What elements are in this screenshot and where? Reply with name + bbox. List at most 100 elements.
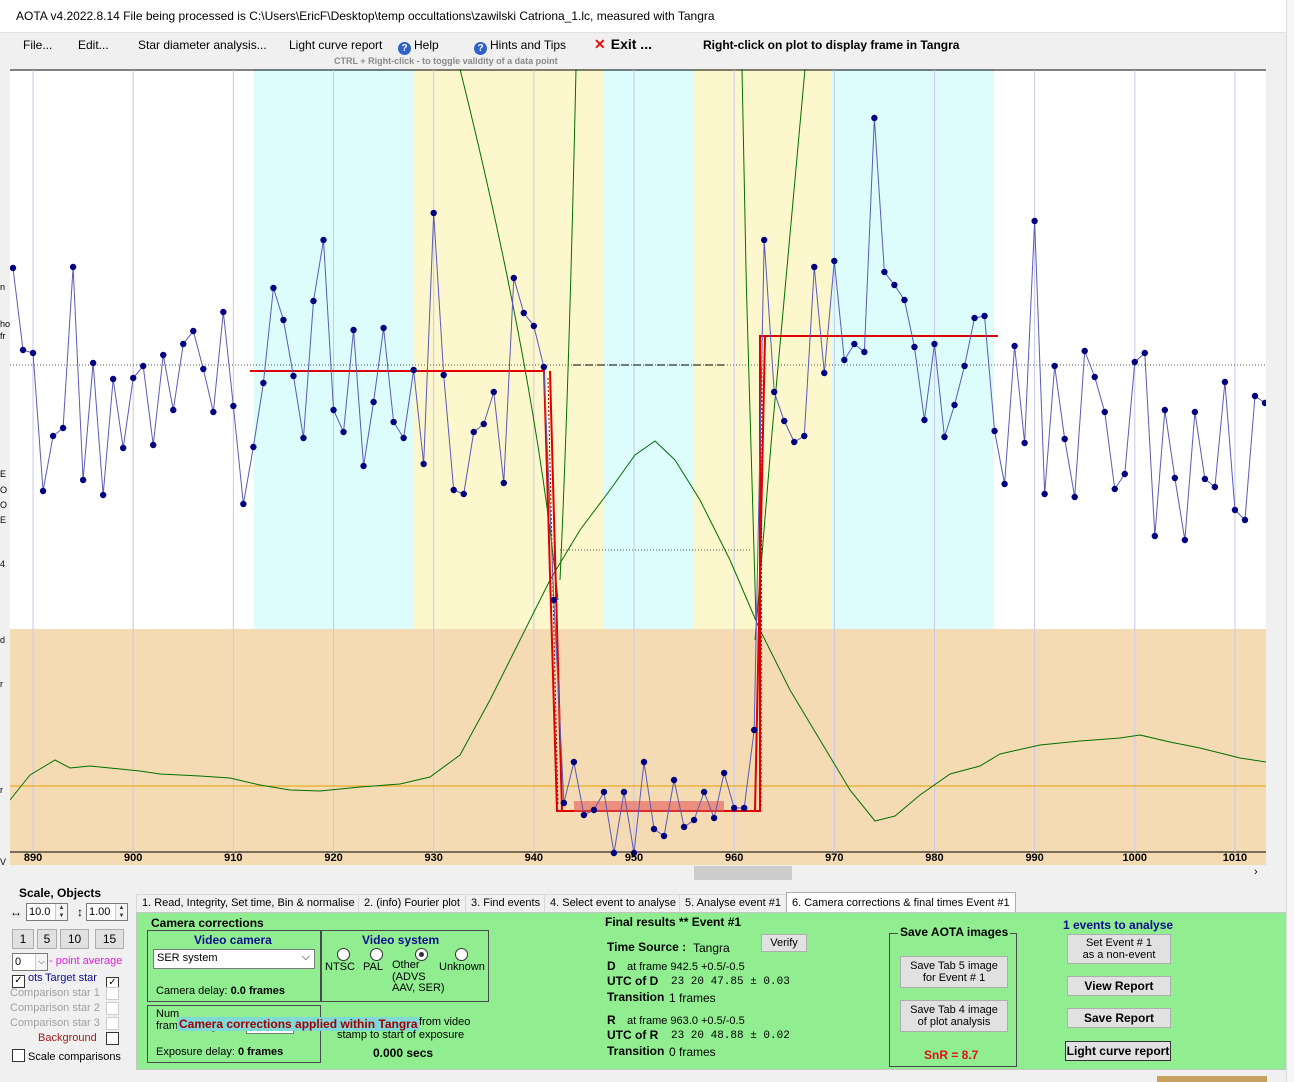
data-point[interactable] (140, 362, 147, 370)
menu-help[interactable]: ? Help (398, 38, 439, 55)
data-point[interactable] (610, 849, 618, 857)
data-point[interactable] (861, 348, 868, 356)
data-point[interactable] (39, 487, 47, 495)
data-point[interactable] (350, 326, 357, 334)
menu-file[interactable]: File... (23, 38, 53, 52)
data-point[interactable] (801, 432, 808, 440)
data-point[interactable] (1141, 349, 1149, 357)
scroll-thumb[interactable] (694, 866, 792, 880)
data-point[interactable] (831, 257, 838, 265)
chevron-down-icon[interactable]: ⌵ (301, 951, 310, 963)
data-point[interactable] (290, 372, 297, 380)
data-point[interactable] (380, 324, 387, 332)
data-point[interactable] (430, 209, 437, 217)
scale-button-1[interactable]: 1 (12, 929, 34, 949)
ntsc-radio[interactable] (337, 948, 350, 961)
data-point[interactable] (821, 369, 828, 377)
save-report-button[interactable]: Save Report (1067, 1008, 1171, 1028)
light-curve-plot[interactable]: 890 900 910 920 930 940 950 960 970 980 990 1000 101… (10, 69, 1266, 865)
menu-edit[interactable]: Edit... (78, 38, 109, 52)
data-point[interactable] (1171, 474, 1179, 482)
h-scale-input[interactable]: 10.0 ▲ ▼ (26, 903, 68, 921)
data-point[interactable] (180, 340, 187, 348)
data-point[interactable] (540, 363, 548, 371)
data-point[interactable] (1181, 536, 1189, 544)
data-point[interactable] (330, 406, 337, 414)
scale-button-5[interactable]: 5 (37, 929, 57, 949)
camera-select[interactable]: SER system ⌵ (153, 949, 315, 969)
data-point[interactable] (370, 398, 377, 406)
data-point[interactable] (951, 401, 958, 409)
data-point[interactable] (1041, 490, 1048, 498)
data-point[interactable] (310, 297, 317, 305)
data-point[interactable] (520, 309, 528, 317)
comparison-2-checkbox[interactable] (106, 1002, 119, 1015)
data-point[interactable] (160, 351, 167, 359)
tab-read-integrity[interactable]: 1. Read, Integrity, Set time, Bin & norm… (136, 894, 361, 912)
data-point[interactable] (129, 374, 137, 382)
h-scale-spin-icon[interactable]: ▲ ▼ (55, 904, 67, 920)
data-point[interactable] (1151, 532, 1159, 540)
data-point[interactable] (570, 758, 578, 766)
data-point[interactable] (781, 417, 788, 425)
menu-exit[interactable]: ✕ Exit ... (594, 36, 652, 53)
data-point[interactable] (630, 849, 638, 857)
data-point[interactable] (931, 340, 938, 348)
view-report-button[interactable]: View Report (1067, 976, 1171, 996)
data-point[interactable] (1071, 493, 1078, 501)
data-point[interactable] (240, 500, 247, 508)
data-point[interactable] (620, 788, 628, 796)
data-point[interactable] (771, 388, 778, 396)
data-point[interactable] (300, 434, 307, 442)
data-point[interactable] (200, 365, 207, 373)
data-point[interactable] (280, 316, 287, 324)
v-scale-input[interactable]: 1.00 ▲ ▼ (86, 903, 128, 921)
data-point[interactable] (220, 308, 227, 316)
data-point[interactable] (69, 263, 77, 271)
data-point[interactable] (1111, 485, 1118, 493)
data-point[interactable] (1161, 406, 1169, 414)
data-point[interactable] (190, 327, 197, 335)
data-point[interactable] (1011, 342, 1018, 350)
data-point[interactable] (1231, 506, 1239, 514)
data-point[interactable] (600, 788, 608, 796)
data-point[interactable] (320, 236, 327, 244)
pal-radio[interactable] (370, 948, 383, 961)
data-point[interactable] (10, 264, 17, 272)
data-point[interactable] (841, 356, 848, 364)
data-point[interactable] (1211, 483, 1219, 491)
menu-star-diameter[interactable]: Star diameter analysis... (138, 38, 267, 52)
light-curve-report-button[interactable]: Light curve report (1065, 1041, 1171, 1061)
data-point[interactable] (981, 312, 988, 320)
data-point[interactable] (340, 428, 347, 436)
tab-analyse-event[interactable]: 5. Analyse event #1 (679, 894, 788, 912)
data-point[interactable] (710, 814, 718, 822)
data-point[interactable] (851, 340, 858, 348)
data-point[interactable] (891, 281, 898, 289)
data-point[interactable] (29, 349, 37, 357)
data-point[interactable] (1001, 480, 1008, 488)
data-point[interactable] (911, 343, 918, 351)
data-point[interactable] (580, 811, 588, 819)
data-point[interactable] (1261, 399, 1266, 407)
data-point[interactable] (490, 388, 497, 396)
menu-light-curve-report[interactable]: Light curve report (289, 38, 383, 52)
data-point[interactable] (881, 268, 888, 276)
data-point[interactable] (360, 462, 367, 470)
chevron-down-icon[interactable]: ⌵ (35, 954, 47, 970)
data-point[interactable] (49, 432, 57, 440)
data-point[interactable] (410, 366, 417, 374)
data-point[interactable] (500, 479, 507, 487)
data-point[interactable] (480, 420, 487, 428)
data-point[interactable] (991, 427, 998, 435)
data-point[interactable] (440, 371, 447, 379)
target-pre-checkbox[interactable]: ✓ (12, 975, 25, 988)
data-point[interactable] (150, 441, 157, 449)
data-point[interactable] (170, 406, 177, 414)
data-point[interactable] (400, 434, 407, 442)
tab-camera-corrections[interactable]: 6. Camera corrections & final times Even… (786, 892, 1016, 913)
save-tab4-button[interactable]: Save Tab 4 image of plot analysis (900, 1000, 1008, 1032)
point-average-select[interactable]: 0 ⌵ (12, 953, 48, 971)
data-point[interactable] (1191, 408, 1199, 416)
data-point[interactable] (680, 823, 688, 831)
